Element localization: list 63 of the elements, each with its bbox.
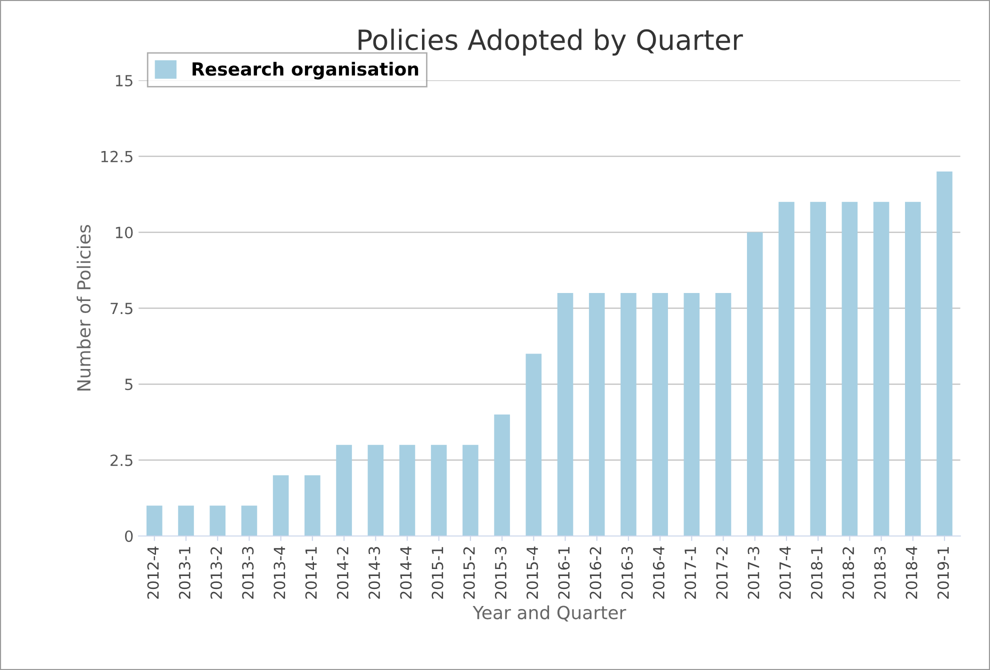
x-tick-label: 2017-1 (684, 547, 696, 599)
bar (336, 444, 352, 536)
bar (715, 293, 732, 536)
x-tick-label: 2013-3 (242, 546, 254, 599)
bar (904, 202, 921, 536)
x-tick-label: 2016-3 (621, 546, 633, 599)
y-axis-title: Number of Policies (76, 224, 91, 391)
bar (430, 444, 447, 536)
bar (746, 232, 763, 536)
x-tick-label: 2018-3 (874, 546, 886, 599)
x-tick-label: 2015-1 (432, 547, 444, 599)
x-axis-title: Year and Quarter (472, 605, 626, 622)
chart-title: Policies Adopted by Quarter (358, 28, 743, 56)
bar (178, 506, 194, 536)
bar (652, 293, 668, 536)
bar (684, 293, 700, 536)
x-tick-label: 2013-1 (178, 547, 190, 599)
bar (399, 444, 416, 536)
bar (842, 202, 858, 536)
x-tick-label: 2017-3 (748, 546, 760, 599)
x-tick-label: 2014-4 (400, 546, 412, 599)
y-tick-label: 7.5 (110, 302, 132, 314)
x-tick-label: 2014-2 (336, 547, 348, 599)
bar (462, 444, 478, 536)
x-tick-label: 2017-4 (779, 546, 791, 599)
bar (557, 293, 574, 536)
bar (146, 506, 162, 536)
x-tick-label: 2016-4 (652, 546, 664, 599)
y-tick-label: 2.5 (110, 454, 132, 466)
bar (526, 354, 542, 536)
bar (304, 475, 320, 536)
legend-label: Research organisation (192, 62, 418, 80)
bar (810, 202, 826, 536)
x-tick-label: 2016-2 (590, 547, 602, 599)
x-tick-label: 2013-4 (274, 546, 286, 599)
x-tick-label: 2018-1 (810, 547, 823, 599)
x-tick-label: 2012-4 (147, 546, 159, 599)
y-tick-label: 5 (125, 378, 132, 390)
bar (620, 293, 636, 536)
x-tick-label: 2016-1 (558, 547, 570, 599)
y-tick-label: 0 (125, 530, 133, 542)
x-tick-label: 2013-2 (210, 547, 222, 599)
bar (210, 506, 226, 536)
bar (873, 202, 890, 536)
bar (241, 506, 258, 536)
x-tick-label: 2015-3 (494, 546, 506, 599)
y-tick-label: 12.5 (101, 150, 132, 162)
x-tick-label: 2015-2 (463, 547, 475, 599)
bar (368, 444, 384, 536)
x-tick-label: 2017-2 (716, 547, 728, 599)
x-tick-label: 2014-1 (305, 547, 317, 599)
bar (936, 172, 952, 536)
x-tick-label: 2018-2 (842, 547, 854, 599)
bar (588, 293, 605, 536)
x-tick-label: 2014-3 (368, 546, 380, 599)
y-tick-label: 15 (116, 75, 132, 86)
bar (272, 475, 289, 536)
x-tick-label: 2018-4 (906, 546, 918, 599)
bar (778, 202, 794, 536)
bar (494, 414, 510, 536)
y-tick-label: 10 (116, 226, 133, 238)
x-tick-label: 2015-4 (526, 546, 538, 599)
x-tick-label: 2019-1 (937, 547, 949, 599)
